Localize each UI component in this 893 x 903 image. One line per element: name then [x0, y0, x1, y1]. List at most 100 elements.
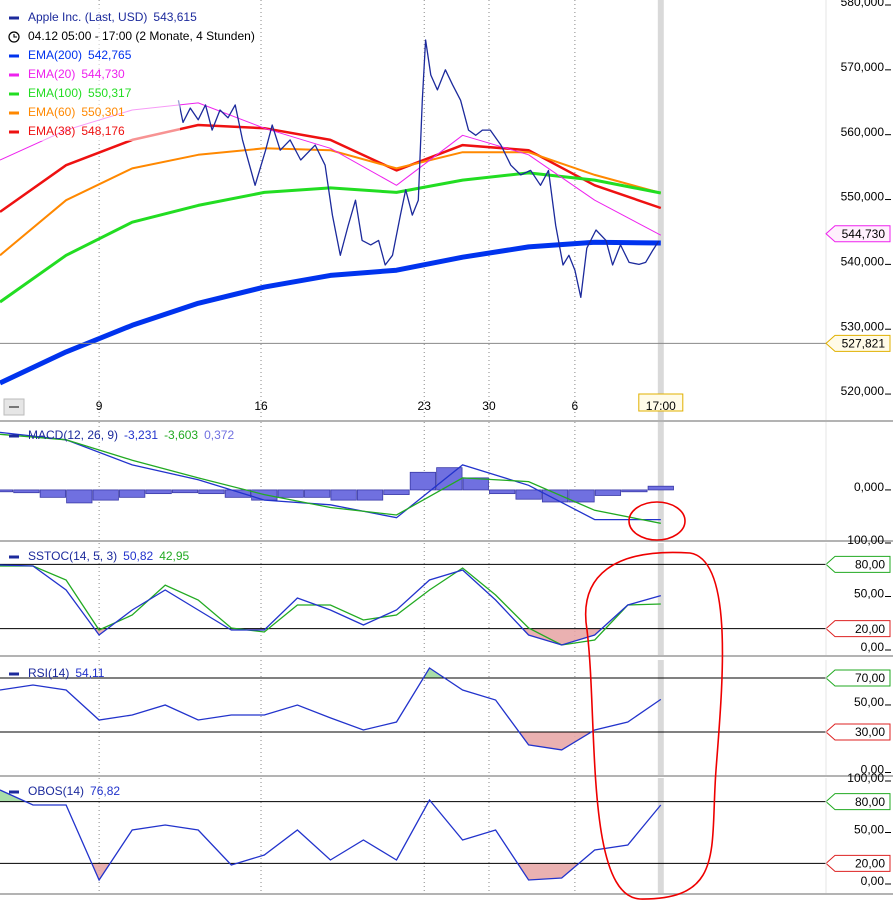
histogram-bar: [436, 467, 463, 491]
y-tick-label: 0,000: [854, 480, 884, 494]
histogram-bar: [13, 489, 40, 494]
ema-line: [0, 147, 662, 257]
y-tick-label: 100,00: [847, 533, 884, 547]
histogram-bar: [145, 489, 172, 495]
histogram-bar: [515, 489, 542, 500]
panel-title: RSI(14): [28, 666, 69, 680]
value-tag-label: 70,00: [855, 671, 885, 685]
histogram-bar: [39, 489, 66, 498]
legend-value: -3,231: [124, 428, 158, 442]
panel: [0, 778, 826, 893]
histogram-bar: [621, 489, 648, 493]
panel-title: SSTOC(14, 5, 3): [28, 549, 117, 563]
legend-value: 42,95: [159, 549, 189, 563]
legend-swatch: [9, 790, 19, 794]
legend-value: 0,372: [204, 428, 234, 442]
panel: [0, 0, 664, 420]
y-tick-label: 50,00: [854, 823, 884, 837]
y-tick-label: 540,000: [841, 255, 885, 269]
histogram-bar: [198, 489, 225, 495]
value-tag: [825, 793, 891, 811]
legend-value: 550,317: [88, 86, 132, 100]
value-tag: [825, 620, 891, 638]
value-tag: [825, 723, 891, 741]
annotation-circle: [628, 501, 686, 541]
price-line: [177, 39, 660, 299]
oversold-fill: [0, 863, 661, 880]
legend-swatch: [9, 555, 19, 559]
histogram-bar: [330, 489, 357, 501]
legend-name: EMA(38): [28, 124, 75, 138]
panel-title: MACD(12, 26, 9): [28, 428, 118, 442]
legend-name: EMA(60): [28, 105, 75, 119]
legend-swatch: [9, 672, 19, 676]
x-tick-label: 17:00: [646, 399, 676, 413]
histogram-bar: [409, 471, 437, 491]
y-tick-label: 580,000: [841, 0, 885, 9]
y-tick-label: 570,000: [841, 60, 885, 74]
y-tick-label: 50,00: [854, 695, 884, 709]
legend-value: 542,765: [88, 48, 132, 62]
panel: [0, 543, 826, 655]
y-tick-label: 520,000: [841, 384, 885, 398]
panel: [0, 660, 826, 775]
legend-value: 76,82: [90, 784, 120, 798]
histogram-bar: [304, 489, 331, 498]
panel-title: OBOS(14): [28, 784, 84, 798]
legend-swatch: [9, 92, 19, 96]
x-tick-label: 23: [418, 399, 432, 413]
ema-line: [0, 171, 662, 304]
histogram-bar: [594, 489, 622, 496]
oscillator-line: [0, 667, 662, 751]
legend-value: 550,301: [81, 105, 125, 119]
histogram-bar: [383, 489, 410, 495]
histogram-bar: [92, 489, 119, 501]
legend-swatch: [9, 16, 19, 20]
legend-value: -3,603: [164, 428, 198, 442]
oversold-fill: [0, 731, 661, 750]
cursor-time-box: [638, 393, 684, 412]
legend-name: Apple Inc. (Last, USD): [28, 10, 147, 24]
value-tag-label: 30,00: [855, 725, 885, 739]
value-tag-label: 20,00: [855, 622, 885, 636]
x-tick-label: 30: [482, 399, 496, 413]
macd-line: [0, 431, 661, 521]
legend-swatch: [9, 130, 19, 134]
y-tick-label: 550,000: [841, 190, 885, 204]
histogram-bar: [277, 489, 304, 498]
histogram-bar: [541, 489, 569, 503]
value-tag-label: 544,730: [842, 227, 886, 241]
value-tag-label: 80,00: [855, 795, 885, 809]
legend-name: EMA(100): [28, 86, 82, 100]
value-tag-label: 20,00: [855, 857, 885, 871]
clock-hands: [13, 34, 17, 38]
oscillator-line: [0, 789, 662, 882]
annotation-loop: [584, 551, 724, 900]
legend-name: EMA(200): [28, 48, 82, 62]
legend-swatch: [9, 54, 19, 58]
y-tick-label: 560,000: [841, 125, 885, 139]
x-tick-label: 16: [254, 399, 268, 413]
value-tag: [825, 854, 891, 872]
legend-value: 543,615: [153, 10, 197, 24]
oversold-fill: [0, 628, 661, 645]
oscillator-line: [0, 565, 661, 646]
histogram-bar: [568, 489, 595, 503]
histogram-bar: [0, 489, 14, 493]
histogram-bar: [647, 485, 674, 491]
histogram-bar: [489, 489, 516, 495]
legend-swatch: [9, 434, 19, 438]
ema-line: [0, 123, 662, 213]
legend-swatch: [9, 73, 19, 77]
legend-subtitle: 04.12 05:00 - 17:00 (2 Monate, 4 Stunden…: [28, 29, 255, 43]
clock-icon: [8, 31, 20, 43]
legend-value: 54,11: [75, 666, 104, 680]
y-tick-label: 0,00: [861, 640, 885, 654]
legend-name: EMA(20): [28, 67, 75, 81]
legend-value: 50,82: [123, 549, 153, 563]
legend-value: 548,176: [81, 124, 125, 138]
histogram-bar: [171, 489, 199, 494]
oscillator-line: [0, 564, 661, 646]
